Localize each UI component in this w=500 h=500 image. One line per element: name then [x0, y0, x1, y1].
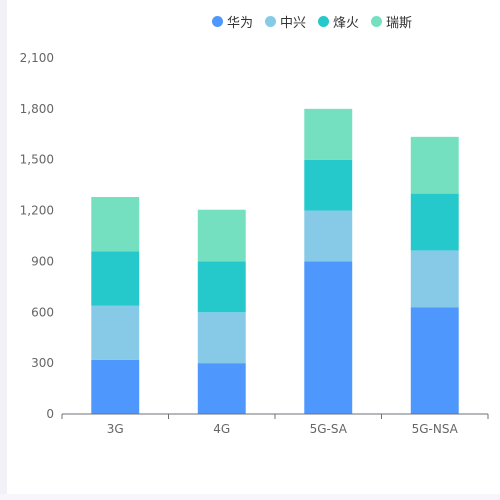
bar-segment[interactable] — [410, 136, 459, 194]
bar-segment[interactable] — [410, 250, 459, 308]
x-ticks-layer — [61, 414, 489, 419]
y-tick-label: 1,500 — [20, 153, 54, 167]
bar-segment[interactable] — [197, 312, 246, 364]
bar-segment[interactable] — [304, 159, 353, 211]
bar-segment[interactable] — [197, 261, 246, 313]
x-tick-label: 5G-NSA — [412, 422, 459, 436]
x-tick-label: 5G-SA — [310, 422, 348, 436]
legend-swatch-huawei — [212, 15, 223, 27]
y-tick-label: 300 — [31, 356, 54, 370]
bar-segment[interactable] — [91, 305, 140, 360]
left-edge-strip — [0, 0, 7, 500]
legend-item-ericsson[interactable]: 瑞斯 — [371, 12, 412, 31]
x-labels-layer: 3G 4G 5G-SA 5G-NSA — [107, 422, 459, 436]
bar-segment[interactable] — [410, 307, 459, 414]
legend-label-ericsson: 瑞斯 — [386, 15, 413, 31]
y-tick-label: 0 — [46, 407, 54, 421]
bar-segment[interactable] — [91, 197, 140, 252]
legend-item-huawei[interactable]: 华为 — [212, 12, 253, 31]
y-tick-label: 2,100 — [20, 51, 54, 65]
legend-label-huawei: 华为 — [227, 15, 254, 31]
legend-label-fiberhome: 烽火 — [333, 15, 360, 31]
y-tick-label: 1,800 — [20, 102, 54, 116]
legend-swatch-ericsson — [371, 15, 383, 27]
y-tick-label: 900 — [31, 254, 54, 268]
x-tick-label: 3G — [107, 422, 124, 436]
x-tick-label: 4G — [213, 422, 230, 436]
bars-layer — [91, 108, 459, 414]
bottom-edge-strip — [0, 494, 500, 500]
bar-segment[interactable] — [304, 261, 353, 414]
legend-label-zte: 中兴 — [280, 15, 307, 31]
y-tick-label: 600 — [31, 305, 54, 319]
bar-segment[interactable] — [410, 193, 459, 251]
bar-segment[interactable] — [304, 210, 353, 262]
legend-swatch-zte — [265, 15, 277, 27]
y-labels-layer: 0 300 600 900 1,200 1,500 1,800 2,100 — [20, 51, 54, 421]
legend-item-zte[interactable]: 中兴 — [265, 12, 306, 31]
legend-swatch-fiberhome — [318, 15, 330, 27]
bar-segment[interactable] — [304, 108, 353, 160]
y-tick-label: 1,200 — [20, 204, 54, 218]
bar-segment[interactable] — [197, 363, 246, 414]
legend: 华为 中兴 烽火 瑞斯 — [212, 12, 412, 31]
legend-item-fiberhome[interactable]: 烽火 — [318, 12, 359, 31]
bar-segment[interactable] — [91, 251, 140, 306]
bar-segment[interactable] — [197, 209, 246, 262]
bar-segment[interactable] — [91, 359, 140, 414]
